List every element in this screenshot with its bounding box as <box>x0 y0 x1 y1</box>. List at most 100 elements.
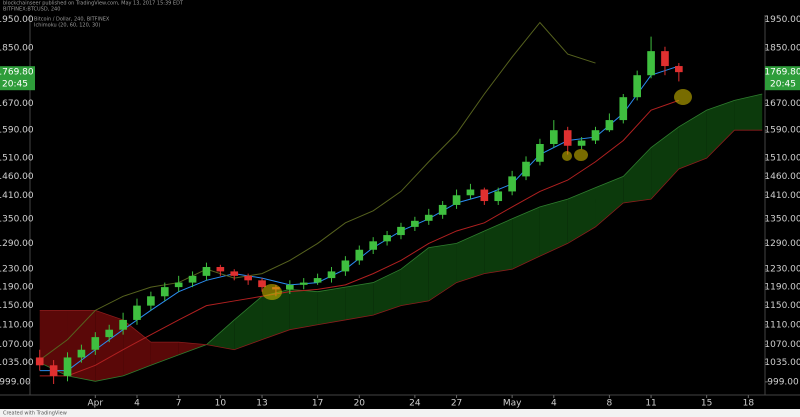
x-tick-label: 4 <box>134 399 140 409</box>
y-tick-label: 1350.00 <box>0 214 34 224</box>
y-tick-label: 1070.00 <box>0 340 34 350</box>
candle-body <box>299 282 308 285</box>
cloud-segment <box>317 287 346 325</box>
candle-body <box>49 365 58 376</box>
y-tick-label: 1190.00 <box>0 283 34 293</box>
x-tick-label: 17 <box>312 399 323 409</box>
footer-text: Created with TradingView <box>3 411 67 417</box>
candle-body <box>369 241 378 250</box>
x-tick-label: 15 <box>701 399 712 409</box>
x-tick-label: 8 <box>607 399 613 409</box>
y-tick-label: 999.00 <box>0 377 31 387</box>
x-tick-label: 13 <box>256 399 267 409</box>
footer-bar <box>0 409 800 417</box>
highlight <box>562 151 572 161</box>
highlight <box>262 284 282 300</box>
cloud-segment <box>123 319 151 376</box>
y-tick-label: 1035.00 <box>764 358 800 368</box>
candle-body <box>466 189 475 196</box>
cloud-segment <box>39 310 68 376</box>
candle-body <box>355 249 364 261</box>
candle-body <box>327 271 336 279</box>
candle-body <box>633 75 641 98</box>
candle-body <box>341 260 350 272</box>
candle-body <box>105 329 114 338</box>
last-price-label: 1769.80 <box>764 68 800 78</box>
cloud-segment <box>512 206 540 270</box>
candle-body <box>202 267 211 276</box>
y-tick-label: 1850.00 <box>764 44 800 54</box>
x-tick-label: 18 <box>743 399 755 409</box>
cloud-segment <box>734 93 763 131</box>
countdown-label: 20:45 <box>2 80 28 90</box>
y-tick-label: 1590.00 <box>0 126 34 136</box>
cloud-segment <box>289 289 318 330</box>
span-a-line <box>39 93 763 382</box>
y-tick-label: 1510.00 <box>764 154 800 164</box>
highlight <box>574 149 588 161</box>
cloud-segment <box>178 342 207 355</box>
candle-body <box>424 214 433 221</box>
y-tick-label: 1110.00 <box>0 320 34 330</box>
cloud-segment <box>150 342 179 366</box>
last-price-box <box>0 66 35 91</box>
highlights <box>262 89 692 300</box>
cloud-segment <box>373 269 401 316</box>
y-tick-label: 999.00 <box>767 377 799 387</box>
cloud-segment <box>623 147 652 203</box>
cloud-segment <box>539 199 568 257</box>
cloud-segment <box>595 176 624 227</box>
published-line: blockchainseer published on TradingView.… <box>3 1 184 7</box>
cloud-segment <box>567 187 596 244</box>
candle-body <box>244 275 252 281</box>
plot <box>35 21 763 385</box>
indicator-name: Ichimoku (20, 60, 120, 30) <box>34 23 100 29</box>
y-tick-label: 1190.00 <box>764 283 800 293</box>
candle-body <box>258 280 266 288</box>
y-tick-label: 1070.00 <box>764 340 800 350</box>
y-tick-label: 1950.00 <box>764 15 800 25</box>
candle-body <box>577 140 586 146</box>
y-tick-label: 1150.00 <box>764 301 800 311</box>
y-tick-label: 1460.00 <box>0 172 34 182</box>
y-tick-label: 1150.00 <box>0 301 34 311</box>
x-tick-label: May <box>503 399 522 409</box>
highlight <box>674 89 692 105</box>
indicator-line <box>39 21 596 361</box>
candle-body <box>174 282 183 288</box>
cloud-segment <box>456 230 485 283</box>
x-tick-label: 10 <box>215 399 227 409</box>
symbol-line: BITFINEX:BTCUSD, 240 <box>3 7 60 13</box>
candle-body <box>411 220 419 227</box>
cloud-segment <box>234 296 263 350</box>
y-tick-label: 1350.00 <box>764 214 800 224</box>
candle-body <box>494 191 503 202</box>
indicator-line <box>39 99 680 377</box>
x-tick-label: 27 <box>451 399 462 409</box>
y-tick-label: 1230.00 <box>764 265 800 275</box>
candle-body <box>591 130 600 141</box>
x-tick-label: 7 <box>176 399 182 409</box>
x-tick-label: 4 <box>551 399 557 409</box>
candle-body <box>397 226 405 236</box>
candle-body <box>605 120 614 131</box>
candle-body <box>188 275 197 283</box>
x-tick-label: 20 <box>354 399 366 409</box>
x-tick-label: 11 <box>645 399 656 409</box>
y-tick-label: 1410.00 <box>0 191 34 201</box>
candle-body <box>619 97 628 121</box>
candle-body <box>133 305 141 320</box>
cloud-segment <box>206 319 235 350</box>
candle-body <box>563 130 572 146</box>
y-tick-label: 1290.00 <box>0 239 34 249</box>
candle-body <box>452 195 461 205</box>
candle-body <box>549 130 558 145</box>
cloud-segment <box>345 282 374 320</box>
last-price-label: 1769.80 <box>0 68 34 78</box>
y-tick-label: 1290.00 <box>764 239 800 249</box>
cloud-segment <box>678 110 707 170</box>
cloud-segment <box>262 289 290 340</box>
cloud-segment <box>651 126 679 200</box>
y-tick-label: 1590.00 <box>764 126 800 136</box>
y-tick-label: 1850.00 <box>0 44 34 54</box>
